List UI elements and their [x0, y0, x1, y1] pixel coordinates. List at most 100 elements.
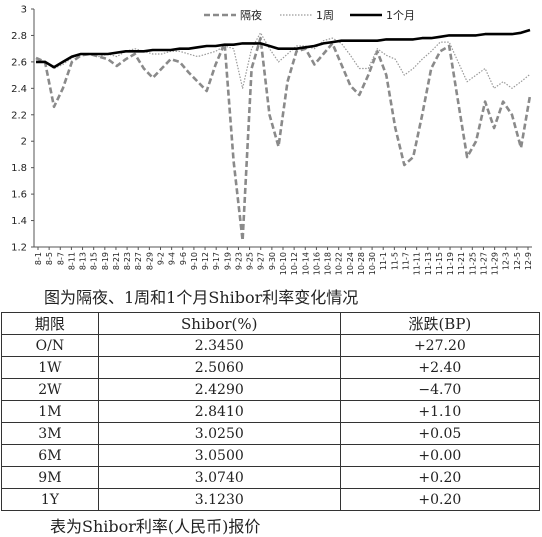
term-cell: 3M — [1, 422, 99, 445]
y-tick-label: 1.2 — [11, 243, 27, 254]
x-tick-label: 8-27 — [134, 252, 143, 270]
series-line-solid — [36, 28, 531, 69]
change-cell: +0.20 — [339, 466, 541, 489]
x-tick-label: 11-27 — [479, 252, 488, 275]
y-tick-label: 2.8 — [11, 31, 27, 42]
rate-cell: 2.4290 — [97, 378, 341, 401]
legend-label: 1周 — [316, 9, 334, 22]
header-shibor: Shibor(%) — [97, 312, 341, 335]
change-cell: +1.10 — [339, 400, 541, 423]
term-cell: 2W — [1, 378, 99, 401]
x-tick-label: 9-19 — [223, 252, 232, 270]
term-cell: 1M — [1, 400, 99, 423]
x-tick-label: 9-2 — [157, 252, 166, 265]
header-term: 期限 — [1, 312, 99, 335]
table-row: O/N 2.3450 +27.20 — [1, 334, 541, 357]
x-tick-label: 8-13 — [79, 252, 88, 270]
rate-cell: 3.0500 — [97, 444, 341, 467]
x-tick-label: 11-5 — [390, 252, 399, 270]
change-cell: +2.40 — [339, 356, 541, 379]
table-row: 2W 2.4290 −4.70 — [1, 378, 541, 401]
table-caption: 表为Shibor利率(人民币)报价 — [50, 517, 261, 536]
x-tick-label: 10-24 — [346, 252, 355, 275]
x-tick-label: 10-10 — [279, 252, 288, 275]
y-tick-label: 3 — [21, 5, 27, 16]
x-tick-label: 11-15 — [435, 252, 444, 275]
y-tick-label: 2.4 — [11, 84, 27, 95]
x-tick-label: 8-5 — [45, 252, 54, 265]
x-tick-label: 9-4 — [168, 252, 177, 265]
x-tick-label: 10-30 — [368, 252, 377, 275]
x-tick-label: 10-28 — [357, 252, 366, 275]
term-cell: 1Y — [1, 488, 99, 511]
legend-label: 1个月 — [386, 9, 415, 22]
rate-cell: 3.1230 — [97, 488, 341, 511]
x-tick-label: 10-18 — [324, 252, 333, 275]
x-tick-label: 11-25 — [468, 252, 477, 275]
table-row: 6M 3.0500 +0.00 — [1, 444, 541, 467]
x-tick-label: 11-21 — [457, 252, 466, 275]
term-cell: 6M — [1, 444, 99, 467]
change-cell: +0.00 — [339, 444, 541, 467]
term-cell: 9M — [1, 466, 99, 489]
series-line-dotted — [35, 32, 531, 89]
y-tick-label: 2.2 — [11, 110, 27, 121]
x-tick-label: 8-23 — [123, 252, 132, 270]
shibor-rate-table: 期限 Shibor(%) 涨跌(BP) O/N 2.3450 +27.20 1W… — [1, 312, 541, 511]
x-tick-label: 9-27 — [257, 252, 266, 270]
x-tick-label: 11-29 — [491, 252, 500, 275]
x-tick-label: 8-1 — [34, 252, 43, 265]
x-tick-label: 9-25 — [246, 252, 255, 270]
legend-label: 隔夜 — [240, 8, 262, 22]
rate-cell: 2.8410 — [97, 400, 341, 423]
table-row: 9M 3.0740 +0.20 — [1, 466, 541, 489]
x-tick-label: 12-3 — [502, 252, 511, 270]
x-tick-label: 11-19 — [446, 252, 455, 275]
y-tick-label: 1.4 — [11, 216, 27, 227]
x-tick-label: 11-7 — [402, 252, 411, 270]
x-tick-label: 10-14 — [301, 252, 310, 275]
x-tick-label: 9-6 — [179, 252, 188, 265]
change-cell: +0.20 — [339, 488, 541, 511]
table-header-row: 期限 Shibor(%) 涨跌(BP) — [1, 312, 541, 335]
x-tick-label: 8-11 — [67, 252, 76, 270]
header-change: 涨跌(BP) — [339, 312, 541, 335]
x-tick-label: 10-22 — [335, 252, 344, 275]
table-row: 1W 2.5060 +2.40 — [1, 356, 541, 379]
x-tick-label: 9-17 — [212, 252, 221, 270]
y-tick-label: 2 — [21, 137, 27, 148]
x-tick-label: 9-10 — [190, 252, 199, 270]
x-tick-label: 8-19 — [101, 252, 110, 270]
x-tick-label: 12-9 — [524, 252, 533, 270]
x-tick-label: 8-15 — [90, 252, 99, 270]
rate-cell: 3.0250 — [97, 422, 341, 445]
table-row: 3M 3.0250 +0.05 — [1, 422, 541, 445]
x-tick-label: 8-7 — [56, 252, 65, 265]
x-tick-label: 10-12 — [290, 252, 299, 275]
table-row: 1Y 3.1230 +0.20 — [1, 488, 541, 511]
term-cell: 1W — [1, 356, 99, 379]
x-tick-label: 9-23 — [234, 252, 243, 270]
x-tick-label: 12-5 — [513, 252, 522, 270]
rate-cell: 2.3450 — [97, 334, 341, 357]
x-tick-label: 9-30 — [268, 252, 277, 270]
series-line-dashed — [35, 36, 532, 242]
x-tick-label: 10-16 — [312, 252, 321, 275]
x-tick-label: 11-1 — [379, 252, 388, 270]
table-row: 1M 2.8410 +1.10 — [1, 400, 541, 423]
x-tick-label: 11-11 — [413, 252, 422, 275]
term-cell: O/N — [1, 334, 99, 357]
x-tick-label: 9-12 — [201, 252, 210, 270]
change-cell: +27.20 — [339, 334, 541, 357]
change-cell: −4.70 — [339, 378, 541, 401]
x-tick-label: 11-13 — [424, 252, 433, 275]
shibor-line-chart: 1.21.41.61.822.22.42.62.838-1 8-5 8-7 8-11 8… — [11, 5, 533, 276]
y-tick-label: 1.6 — [11, 190, 27, 201]
y-tick-label: 2.6 — [11, 57, 27, 68]
y-tick-label: 1.8 — [11, 163, 27, 174]
chart-caption: 图为隔夜、1周和1个月Shibor利率变化情况 — [44, 288, 359, 307]
x-tick-label: 8-21 — [112, 252, 121, 270]
rate-cell: 2.5060 — [97, 356, 341, 379]
change-cell: +0.05 — [339, 422, 541, 445]
x-tick-label: 8-29 — [145, 252, 154, 270]
